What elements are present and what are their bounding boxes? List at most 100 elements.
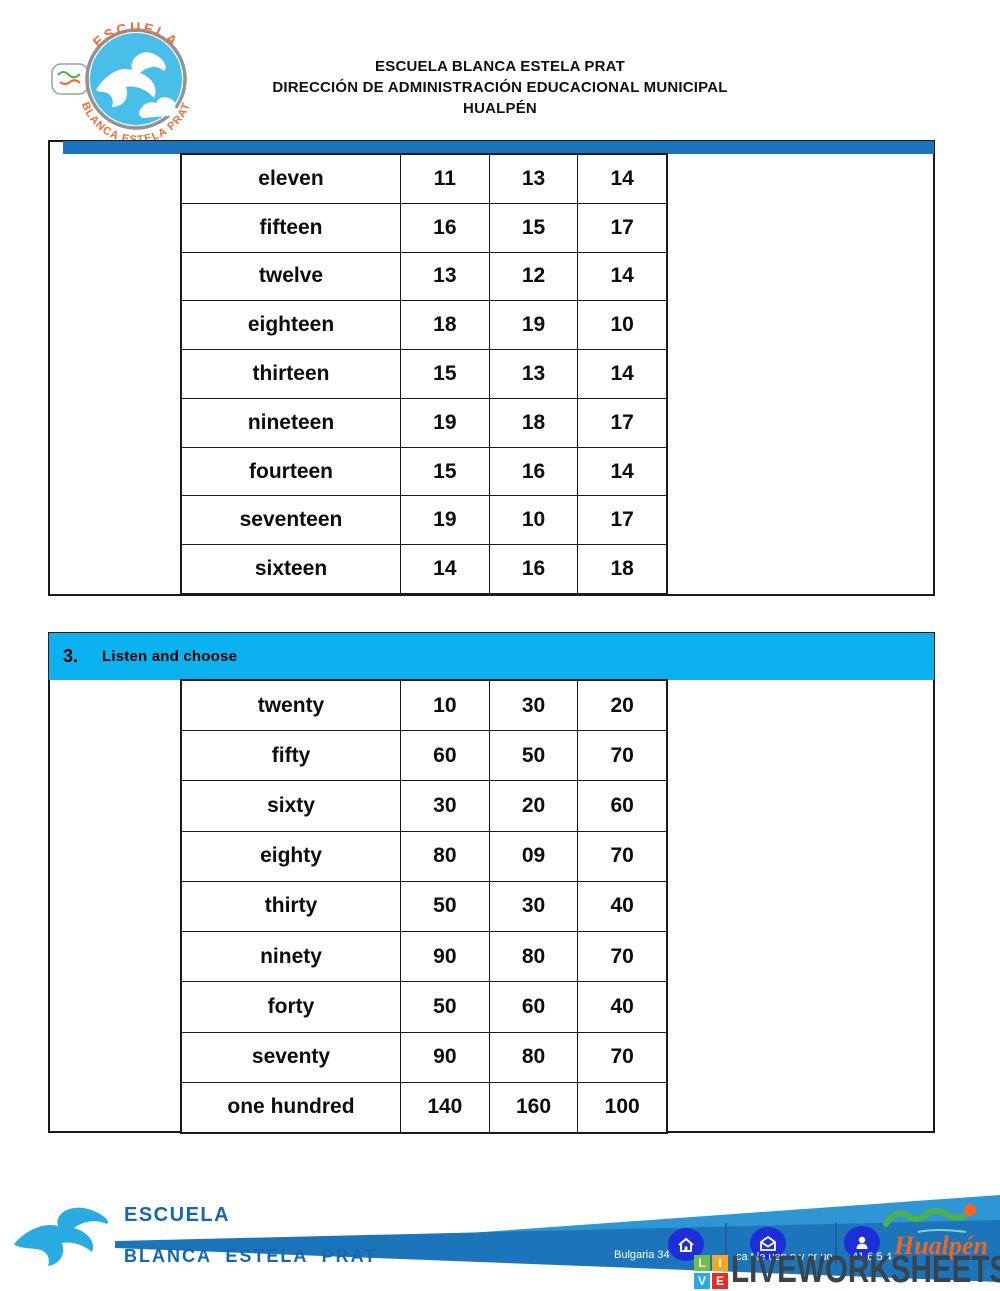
answer-option-cell[interactable]: 17: [577, 398, 666, 447]
answer-option-cell[interactable]: 18: [400, 301, 489, 350]
answer-option-cell[interactable]: 14: [577, 155, 666, 203]
answer-option-cell[interactable]: 70: [577, 1032, 666, 1082]
answer-option-cell[interactable]: 60: [577, 781, 666, 831]
answer-option-cell[interactable]: 10: [488, 496, 578, 545]
answer-option-cell[interactable]: 40: [577, 982, 666, 1032]
answer-option-cell[interactable]: 18: [577, 545, 666, 594]
direction-line: DIRECCIÓN DE ADMINISTRACIÓN EDUCACIONAL …: [272, 79, 728, 96]
answer-option-cell[interactable]: 50: [400, 881, 489, 932]
footer-seagull-icon: [14, 1207, 108, 1266]
exercise-number: 3.: [63, 646, 79, 666]
answer-option-cell[interactable]: 15: [400, 447, 489, 496]
address-text: Bulgaria 34: [614, 1249, 670, 1261]
number-word-cell: thirty: [264, 894, 318, 918]
answer-option-cell[interactable]: 14: [577, 252, 666, 301]
number-word-cell: sixty: [267, 794, 315, 818]
answer-option-cell[interactable]: 16: [488, 545, 578, 594]
answer-option-cell[interactable]: 90: [400, 932, 489, 982]
answer-option-cell[interactable]: 15: [488, 203, 578, 252]
answer-option-cell[interactable]: 14: [400, 545, 489, 594]
number-word-cell: twelve: [258, 264, 324, 288]
contact-divider: [725, 1223, 727, 1265]
number-word-cell: thirteen: [252, 362, 330, 386]
answer-option-cell[interactable]: 19: [488, 301, 578, 350]
brand-square-e: E: [712, 1273, 728, 1289]
answer-option-cell[interactable]: 80: [488, 932, 578, 982]
answer-option-cell[interactable]: 30: [400, 781, 489, 831]
answer-option-cell[interactable]: 10: [577, 301, 666, 350]
answer-option-cell[interactable]: 19: [400, 398, 489, 447]
hualpen-logo: Hualpén: [883, 1204, 988, 1260]
answer-option-cell[interactable]: 30: [488, 681, 578, 731]
answer-option-cell[interactable]: 60: [488, 982, 578, 1032]
badge-ring: [85, 28, 187, 130]
table-row: eighty 80 09 70: [182, 830, 666, 881]
number-word-cell: twenty: [257, 693, 325, 717]
answer-option-cell[interactable]: 17: [577, 203, 666, 252]
table-row: twelve 13 12 14: [182, 251, 666, 301]
answer-option-cell[interactable]: 100: [577, 1082, 666, 1132]
contact-button[interactable]: [844, 1226, 880, 1259]
answer-option-cell[interactable]: 70: [577, 831, 666, 881]
answer-option-cell[interactable]: 13: [488, 350, 578, 398]
answer-option-cell[interactable]: 60: [400, 731, 489, 781]
answer-option-cell[interactable]: 18: [488, 398, 578, 447]
badge-svg: ESCUELA BLANCA ESTELA PRAT: [51, 19, 192, 146]
answer-option-cell[interactable]: 30: [488, 881, 578, 932]
city-line: HUALPÉN: [463, 100, 537, 117]
answer-option-cell[interactable]: 20: [488, 781, 578, 831]
mini-wave-icon: [57, 71, 81, 79]
answer-option-cell[interactable]: 12: [488, 252, 578, 301]
number-word-cell: seventeen: [239, 508, 343, 532]
brand-square-v: V: [694, 1273, 710, 1289]
answer-option-cell[interactable]: 40: [577, 881, 666, 932]
answer-option-cell[interactable]: 17: [577, 496, 666, 545]
answer-option-cell[interactable]: 70: [577, 731, 666, 781]
mini-script-icon: [59, 79, 81, 85]
answer-option-cell[interactable]: 70: [577, 932, 666, 982]
contact-strip: Bulgaria 34 ca t le uen n y or uo 41 6 5…: [0, 1190, 1000, 1291]
answer-option-cell[interactable]: 20: [577, 681, 666, 731]
answer-option-cell[interactable]: 90: [400, 1032, 489, 1082]
number-word-cell: fifteen: [259, 215, 323, 239]
table-row: fourteen 15 16 14: [182, 446, 666, 496]
answer-option-cell[interactable]: 80: [488, 1032, 578, 1082]
number-word-cell: fifty: [271, 743, 311, 767]
answer-option-cell[interactable]: 13: [488, 155, 578, 203]
footer-banner: ESCUELA BLANCA ESTELA PRAT: [0, 1190, 1000, 1291]
answer-option-cell[interactable]: 11: [400, 155, 489, 203]
mail-button[interactable]: [750, 1227, 786, 1260]
seagull-icon: [96, 52, 166, 107]
answer-option-cell[interactable]: 50: [400, 982, 489, 1032]
table-row: eleven 11 13 14: [182, 155, 666, 203]
document-header: ESCUELA BLANCA ESTELA PRAT DIRECCIÓN DE …: [0, 56, 1000, 119]
answer-option-cell[interactable]: 13: [400, 252, 489, 301]
answer-option-cell[interactable]: 15: [400, 350, 489, 398]
number-word-cell: eleven: [258, 166, 324, 190]
answer-option-cell[interactable]: 80: [400, 831, 489, 881]
table-row: one hundred 140 160 100: [182, 1081, 666, 1132]
table-row: eighteen 18 19 10: [182, 300, 666, 350]
answer-option-cell[interactable]: 19: [400, 496, 489, 545]
answer-option-cell[interactable]: 50: [488, 731, 578, 781]
answer-option-cell[interactable]: 16: [400, 203, 489, 252]
table-row: forty 50 60 40: [182, 981, 666, 1032]
answer-option-cell[interactable]: 14: [577, 350, 666, 398]
answer-option-cell[interactable]: 16: [488, 447, 578, 496]
answer-option-cell[interactable]: 140: [400, 1082, 489, 1132]
sun-icon: [964, 1204, 976, 1216]
home-icon: [678, 1237, 694, 1252]
answer-option-cell[interactable]: 09: [488, 831, 578, 881]
answer-option-cell[interactable]: 10: [400, 681, 489, 731]
footer-school-name: ESCUELA: [124, 1204, 231, 1226]
answer-option-cell[interactable]: 14: [577, 447, 666, 496]
table-row: thirty 50 30 40: [182, 880, 666, 932]
hualpen-script-text: Hualpén: [893, 1231, 988, 1260]
school-name-line: ESCUELA BLANCA ESTELA PRAT: [375, 58, 625, 75]
answer-option-cell[interactable]: 160: [488, 1082, 578, 1132]
table-row: sixty 30 20 60: [182, 780, 666, 831]
number-word-cell: sixteen: [254, 557, 328, 581]
